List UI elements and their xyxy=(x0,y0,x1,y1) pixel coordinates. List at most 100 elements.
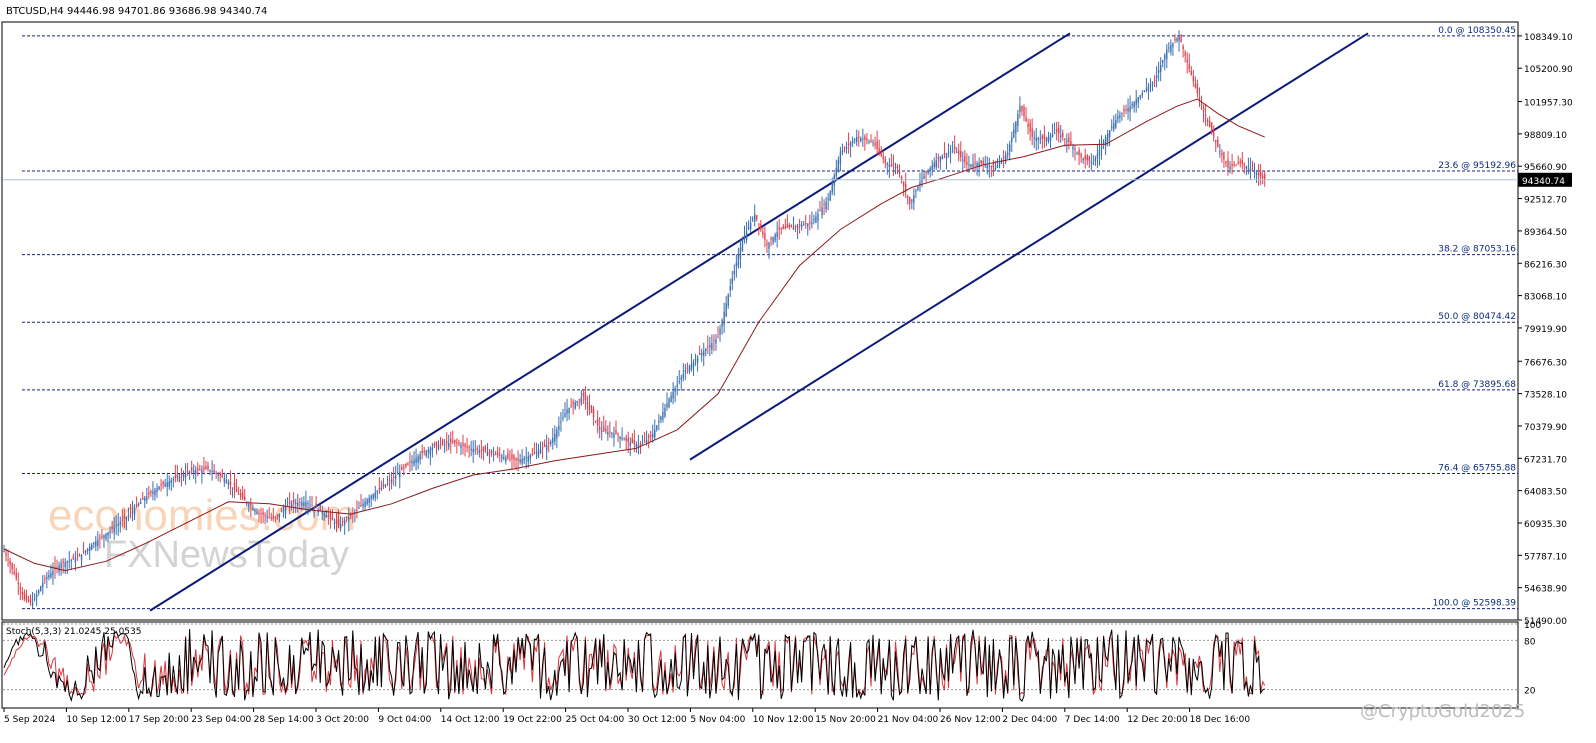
candle-body xyxy=(556,429,558,439)
candle-body xyxy=(951,150,954,152)
candle-up xyxy=(894,162,897,175)
candle-body xyxy=(333,522,336,524)
candle-body xyxy=(1060,135,1062,138)
candle-body xyxy=(188,471,191,473)
price-channel xyxy=(149,32,1369,612)
stoch-k-line xyxy=(3,628,1265,703)
candle-down xyxy=(1235,164,1237,167)
candle-up xyxy=(913,188,915,210)
candle-body xyxy=(413,459,415,465)
candle-body xyxy=(511,454,513,460)
candle-up xyxy=(86,547,89,555)
candle-down xyxy=(1251,160,1254,171)
candle-up xyxy=(821,196,823,219)
candle-up xyxy=(84,549,87,556)
candle-up xyxy=(164,478,166,488)
candle-body xyxy=(193,470,195,473)
candle-up xyxy=(705,347,707,357)
candle-up xyxy=(474,440,476,455)
candle-body xyxy=(184,473,187,478)
candle-down xyxy=(382,478,385,490)
candle-up xyxy=(170,477,172,491)
candle-body xyxy=(584,392,587,401)
candle-down xyxy=(1027,118,1029,135)
candle-body xyxy=(1217,139,1219,147)
candle-up xyxy=(201,465,203,484)
candle-body xyxy=(550,442,552,444)
candle-up xyxy=(837,156,840,173)
candle-body xyxy=(837,160,840,171)
candle-down xyxy=(902,180,905,197)
candle-body xyxy=(1257,172,1260,175)
candle-up xyxy=(1047,131,1050,144)
candle-down xyxy=(588,394,591,416)
candle-up xyxy=(955,147,958,154)
candle-down xyxy=(596,410,599,434)
candle-body xyxy=(707,346,709,348)
candle-down xyxy=(337,509,340,528)
candle-up xyxy=(729,278,731,298)
candle-up xyxy=(399,464,401,489)
time-tick-label: 21 Nov 04:00 xyxy=(878,715,939,725)
candle-down xyxy=(1057,121,1060,143)
candle-up xyxy=(33,593,36,602)
candle-up xyxy=(68,550,70,569)
candle-body xyxy=(590,405,593,413)
candle-up xyxy=(611,431,613,439)
candle-down xyxy=(788,222,791,230)
candle-body xyxy=(131,510,134,514)
candle-down xyxy=(531,447,534,457)
candle-up xyxy=(60,558,62,576)
candle-up xyxy=(696,355,699,372)
candle-body xyxy=(405,463,407,467)
candle-up xyxy=(64,558,66,574)
candle-up xyxy=(156,483,158,498)
candle-body xyxy=(535,452,538,454)
candle-down xyxy=(570,397,572,409)
candle-up xyxy=(915,189,917,199)
candle-down xyxy=(784,218,787,230)
candle-down xyxy=(507,448,509,461)
candle-down xyxy=(1198,87,1201,107)
candle-body xyxy=(278,513,281,518)
channel-upper-line xyxy=(149,32,1071,612)
candle-body xyxy=(939,156,942,162)
candle-body xyxy=(1039,138,1042,140)
candle-down xyxy=(870,134,872,144)
candle-body xyxy=(523,457,525,461)
candle-body xyxy=(260,513,262,515)
candle-down xyxy=(121,509,124,527)
candle-down xyxy=(943,142,946,159)
candle-body xyxy=(619,436,621,439)
candle-body xyxy=(1233,163,1235,166)
candle-body xyxy=(737,255,740,266)
candle-body xyxy=(937,157,940,159)
candle-up xyxy=(425,449,427,458)
candle-body xyxy=(578,399,580,401)
fib-label: 50.0 @ 80474.42 xyxy=(1438,312,1516,322)
candle-down xyxy=(698,345,701,356)
candle-body xyxy=(9,560,11,565)
candle-body xyxy=(56,566,58,568)
candle-body xyxy=(33,598,36,600)
candle-up xyxy=(768,241,770,259)
candle-body xyxy=(392,477,395,479)
candle-body xyxy=(762,231,764,235)
candle-body xyxy=(719,328,721,335)
candle-body xyxy=(152,491,154,494)
candle-down xyxy=(609,421,611,438)
candle-up xyxy=(429,446,432,466)
candle-body xyxy=(686,367,689,369)
candle-up xyxy=(984,155,986,168)
candle-body xyxy=(676,384,678,388)
candle-up xyxy=(417,453,419,470)
candle-up xyxy=(652,424,654,443)
candle-down xyxy=(341,517,344,527)
candle-body xyxy=(70,560,73,562)
candle-body xyxy=(660,416,662,421)
candle-up xyxy=(1121,112,1123,121)
candle-up xyxy=(252,504,254,511)
candle-up xyxy=(862,128,864,148)
candle-body xyxy=(1053,133,1056,135)
candle-down xyxy=(1043,125,1046,148)
